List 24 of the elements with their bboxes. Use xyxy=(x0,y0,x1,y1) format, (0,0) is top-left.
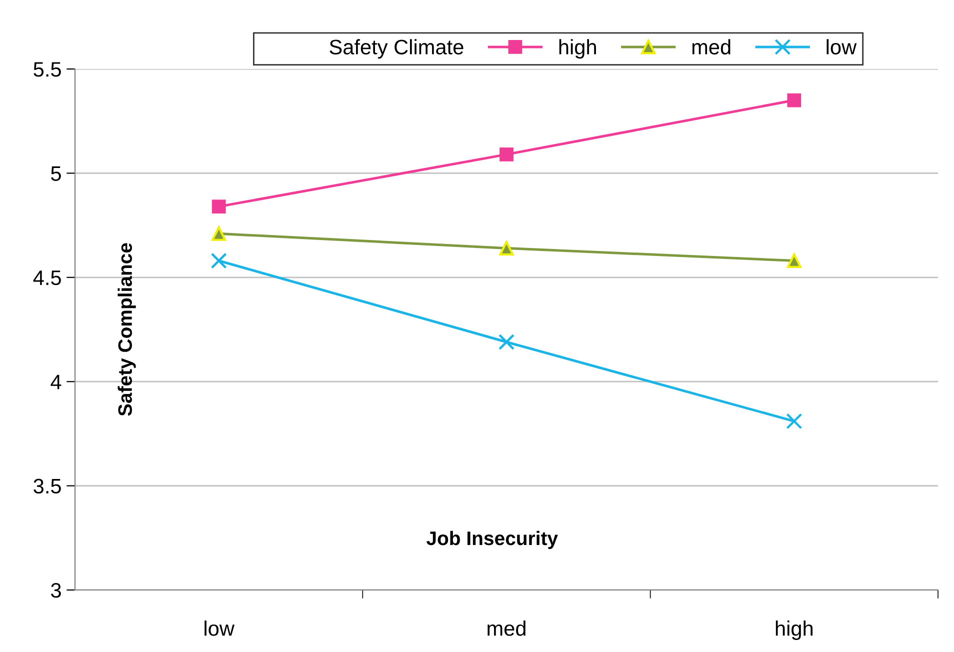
point xyxy=(210,252,227,269)
point xyxy=(787,93,802,108)
y-tick-label: 4 xyxy=(50,374,62,390)
point xyxy=(786,253,802,268)
y-tick-label: 4.5 xyxy=(33,270,61,286)
y-tick-label: 3 xyxy=(51,583,61,598)
x-tick-label: med xyxy=(488,620,526,636)
legend-label: med xyxy=(692,39,730,54)
y-axis-title: Safety Compliance xyxy=(118,243,136,416)
y-tick-label: 5.5 xyxy=(34,62,61,77)
y-tick-label: 3.5 xyxy=(34,478,61,494)
x-tick-label: low xyxy=(204,620,235,636)
point xyxy=(500,148,514,162)
legend-label: high xyxy=(559,39,596,59)
y-tick-label: 5 xyxy=(51,166,61,181)
point xyxy=(499,240,514,256)
point xyxy=(498,334,515,350)
point xyxy=(212,226,226,241)
legend-title: Safety Climate xyxy=(330,39,464,59)
legend-label: low xyxy=(826,39,857,54)
point xyxy=(212,200,226,214)
point xyxy=(786,413,802,430)
x-tick-label: high xyxy=(776,620,813,640)
x-axis-title: Job Insecurity xyxy=(426,530,558,550)
